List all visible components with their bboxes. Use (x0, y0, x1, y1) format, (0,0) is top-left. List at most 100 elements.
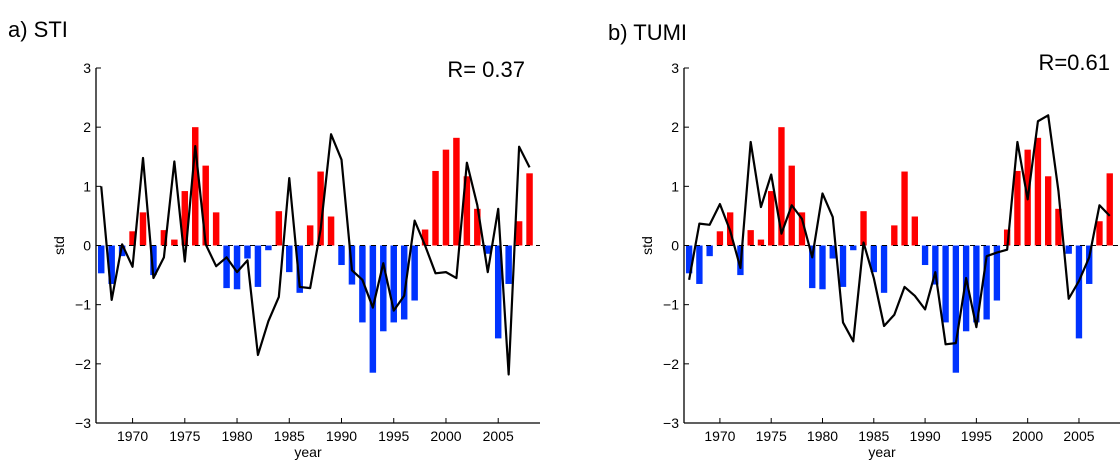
bar-1978 (798, 212, 806, 246)
x-tick-label: 1985 (858, 428, 889, 444)
y-tick-label: 2 (83, 119, 91, 135)
x-axis-label: year (294, 444, 322, 460)
x-tick-label: 1970 (117, 428, 148, 444)
bar-1968 (696, 245, 703, 284)
bar-2006 (1086, 245, 1093, 284)
bar-1996 (400, 245, 408, 320)
bar-1975 (768, 191, 775, 246)
bar-2007 (515, 221, 523, 246)
bar-2001 (453, 137, 460, 246)
bar-1981 (244, 245, 251, 259)
y-axis-label: std (639, 236, 655, 255)
bar-1970 (129, 231, 136, 246)
bar-2005 (494, 245, 502, 339)
bar-1980 (819, 245, 826, 290)
bar-1976 (192, 127, 199, 246)
index-line (688, 114, 1111, 346)
bar-1985 (870, 245, 877, 273)
bar-1983 (850, 245, 857, 251)
y-tick-label: 3 (83, 60, 91, 76)
bar-1989 (327, 216, 335, 246)
bar-1989 (911, 216, 918, 246)
bar-1992 (942, 245, 949, 323)
x-tick-label: 2005 (1063, 428, 1094, 444)
bar-2000 (442, 149, 450, 246)
panel-title: b) TUMI (608, 20, 687, 45)
bar-1984 (275, 211, 283, 246)
bar-2003 (474, 208, 481, 246)
x-tick-label: 2005 (483, 428, 514, 444)
bar-1992 (359, 245, 366, 323)
y-tick-label: −2 (663, 356, 679, 372)
bar-2003 (1055, 208, 1062, 246)
bar-2006 (505, 245, 512, 284)
bar-1982 (254, 245, 262, 287)
bar-2001 (1034, 137, 1042, 246)
bar-1994 (962, 245, 970, 332)
x-tick-label: 1970 (704, 428, 735, 444)
bar-1993 (369, 245, 377, 373)
bar-1994 (380, 245, 387, 332)
x-tick-label: 2000 (430, 428, 461, 444)
bar-1985 (286, 245, 293, 273)
y-tick-label: −2 (75, 356, 91, 372)
bar-1988 (317, 171, 324, 246)
bar-2004 (1065, 245, 1072, 254)
bar-1970 (716, 231, 724, 246)
bar-1967 (97, 245, 105, 274)
x-tick-label: 1990 (910, 428, 941, 444)
bar-1981 (829, 245, 836, 259)
bar-1969 (706, 245, 713, 257)
bar-1979 (809, 245, 816, 289)
x-tick-label: 1980 (807, 428, 838, 444)
bar-1967 (685, 245, 693, 274)
y-tick-label: −1 (75, 297, 91, 313)
bar-1999 (432, 170, 439, 246)
bar-2008 (526, 173, 533, 246)
bar-1986 (880, 245, 888, 293)
chart-panel-a: a) STI R= 0.37 3 2 1 0 −1 −2 −3 1970 1975 1980 1985 1… (8, 17, 540, 460)
chart-panel-b: b) TUMI R=0.61 3 2 1 0 −1 −2 −3 1970 1975 1980 1985 1… (608, 20, 1120, 460)
bar-2005 (1075, 245, 1083, 339)
bar-1976 (778, 127, 785, 246)
bar-2008 (1106, 173, 1113, 246)
correlation-annotation: R=0.61 (1038, 50, 1110, 75)
y-tick-label: −3 (663, 415, 679, 431)
bar-1986 (296, 245, 303, 293)
y-tick-label: 2 (671, 119, 679, 135)
y-tick-label: 0 (83, 238, 91, 254)
bar-1993 (952, 245, 960, 373)
bar-1983 (265, 245, 272, 251)
bar-1999 (1014, 170, 1021, 246)
bar-1998 (1003, 229, 1011, 246)
bar-2002 (463, 176, 471, 246)
y-tick-label: −3 (75, 415, 91, 431)
bar-1969 (118, 245, 126, 257)
x-tick-label: 2000 (1012, 428, 1043, 444)
x-tick-label: 1985 (274, 428, 305, 444)
y-tick-label: 1 (671, 178, 679, 194)
x-tick-label: 1990 (326, 428, 357, 444)
bar-1973 (160, 230, 168, 246)
bar-1987 (891, 225, 898, 246)
bar-1978 (212, 212, 220, 246)
bar-1968 (108, 245, 115, 284)
correlation-annotation: R= 0.37 (447, 57, 525, 82)
y-tick-label: 0 (671, 238, 679, 254)
bar-1996 (983, 245, 990, 320)
bar-1991 (932, 245, 939, 285)
bar-2002 (1045, 176, 1052, 246)
bar-1973 (747, 230, 754, 246)
bar-1988 (901, 171, 908, 246)
x-tick-label: 1975 (756, 428, 787, 444)
bar-1974 (757, 239, 765, 246)
bar-1998 (421, 229, 429, 246)
bar-1977 (202, 165, 209, 246)
y-tick-label: 3 (671, 60, 679, 76)
x-axis-label: year (868, 444, 896, 460)
y-tick-label: −1 (663, 297, 679, 313)
y-tick-label: 1 (83, 178, 91, 194)
bar-1971 (139, 212, 147, 246)
bar-1987 (306, 225, 314, 246)
